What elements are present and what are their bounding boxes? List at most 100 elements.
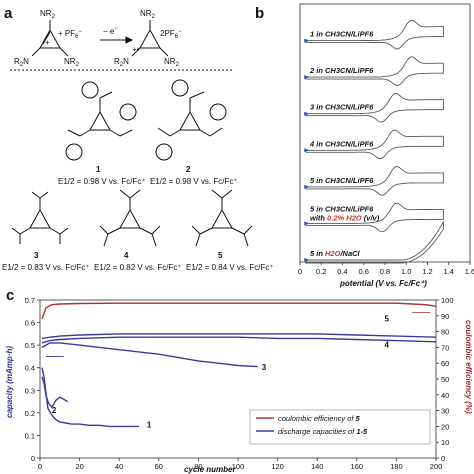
cv-trace-7 [305, 220, 444, 264]
cv-trace-5 [305, 166, 444, 196]
product-left-group: R2N [114, 57, 129, 68]
cv-trace-label-text: /NaCl [339, 249, 360, 258]
reactant-ring [39, 28, 61, 49]
compound-2-phenyl [171, 79, 189, 97]
cycling-curve-label-4: 4 [385, 340, 390, 349]
cycling-right-tick-label: 80 [441, 328, 449, 337]
cycling-series-capacity-1 [41, 367, 139, 428]
cycling-right-tick-label: 10 [441, 438, 449, 447]
compound-2-ring [179, 110, 201, 131]
cycling-x-tick-label: 160 [351, 462, 364, 471]
cv-x-tick-label: 1.6 [465, 267, 474, 276]
cycling-right-tick-label: 30 [441, 407, 449, 416]
radical-charge: +• [132, 45, 140, 54]
cycling-x-tick-label: 140 [311, 462, 324, 471]
cycling-x-tick-label: 60 [155, 462, 163, 471]
cycling-curve-label-3: 3 [262, 363, 267, 372]
compound-1-phenyl [81, 81, 99, 99]
cv-trace-label-7: 5 in H2O/NaCl [310, 249, 361, 258]
compound-2-number: 2 [186, 165, 191, 174]
product-right-group: NR2 [164, 57, 180, 68]
cv-x-tick-label: 0.8 [380, 267, 390, 276]
cv-trace-label-5: 5 in CH3CN/LiPF6 [310, 176, 374, 185]
cycling-x-tick-label: 0 [38, 462, 42, 471]
cv-trace-label-text: with [310, 213, 327, 222]
cv-trace-6 [305, 202, 444, 233]
cv-plot: 0 0.2 0.4 0.6 0.8 1.0 1.2 1.4 1.6 1 in CH3CN/LiP… [298, 3, 474, 276]
cv-trace-label-text: (v/v) [362, 213, 380, 222]
cycling-right-tick-label: 40 [441, 391, 449, 400]
cv-trace-label-line2: with 0.2% H2O (v/v) [310, 213, 380, 222]
cycling-plot: 0 20 40 60 80 100 120 140 160 180 20000.10.20.30.4… [25, 296, 454, 471]
cycling-left-tick-label: 0.1 [25, 431, 35, 440]
cycling-right-tick-label: 20 [441, 422, 449, 431]
cycling-legend: coulombic efficiency of 5 discharge capac… [249, 409, 431, 445]
cycling-x-tick-label: 20 [75, 462, 83, 471]
compound-5-ring [211, 208, 233, 229]
compound-4-number: 4 [124, 251, 129, 260]
compound-3-number: 3 [34, 251, 39, 260]
reactant-charge: + [45, 38, 50, 47]
cycling-left-tick-label: 0 [31, 454, 35, 463]
reaction-scheme [10, 20, 232, 71]
cycling-right-tick-label: 0 [441, 454, 445, 463]
cv-trace-4 [305, 129, 444, 159]
cycling-left-tick-label: 0.5 [25, 341, 35, 350]
cycling-right-axis-label: coulombic efficiency (%) [464, 320, 473, 414]
cycling-right-tick-label: 60 [441, 359, 449, 368]
legend-box [249, 409, 431, 445]
cycling-left-tick-label: 0.7 [25, 296, 35, 305]
cv-start-arrow-2 [304, 75, 310, 80]
cv-trace-label-3: 3 in CH3CN/LiPF6 [310, 103, 374, 112]
cv-trace-label-4: 4 in CH3CN/LiPF6 [309, 139, 374, 148]
compound-1-number: 1 [96, 165, 101, 174]
product-top-group: NR2 [140, 9, 156, 20]
cycling-left-tick-label: 0.3 [25, 386, 35, 395]
cycling-curve-label-2: 2 [52, 406, 57, 415]
compound-1-ring [89, 110, 111, 131]
cv-trace-2 [305, 56, 444, 87]
cv-x-tick-label: 0.2 [316, 267, 326, 276]
cv-start-arrow-1 [304, 38, 310, 43]
cycling-right-tick-label: 50 [441, 375, 449, 384]
cycling-x-tick-label: 200 [430, 462, 443, 471]
legend-entry-2: discharge capacities of 1-5 [278, 427, 368, 436]
structures-bottom-row [11, 189, 253, 247]
compound-3-ring [29, 208, 51, 229]
reactant-counter-ion: + PF6− [58, 29, 82, 40]
cycling-curve-label-5: 5 [385, 314, 390, 323]
cv-trace-1 [305, 19, 444, 50]
cycling-x-axis-label: cycle number [184, 465, 236, 474]
cycling-left-tick-label: 0.2 [25, 409, 35, 418]
cv-start-arrow-3 [304, 111, 310, 116]
cycling-series-capacity-4 [41, 336, 437, 344]
cv-x-axis-label: potential (V vs. Fc/Fc⁺) [339, 279, 427, 288]
cycling-series-capacity-2 [41, 376, 69, 409]
legend-entry-bold: 1-5 [356, 427, 368, 436]
legend-entry-text: coulombic efficiency of [278, 414, 356, 423]
cv-start-arrow-5 [304, 184, 310, 189]
cv-trace-label-6: 5 in CH3CN/LiPF6 [310, 204, 374, 213]
cycling-left-axis-label: capacity (mAmp·h) [5, 346, 14, 418]
legend-entry-text: discharge capacities of [278, 427, 356, 436]
compound-5-potential: E1/2 = 0.84 V vs. Fc/Fc⁺ [186, 263, 274, 272]
panel-a-label: a [4, 5, 13, 22]
panel-c-label: c [6, 287, 14, 304]
cycling-right-tick-label: 100 [441, 296, 454, 305]
product-counter-ion: 2PF6− [160, 29, 182, 40]
compound-4-potential: E1/2 = 0.82 V vs. Fc/Fc⁺ [94, 263, 182, 272]
cycling-series-capacity-5 [41, 333, 437, 340]
product-ring [139, 28, 161, 49]
cv-x-tick-label: 1.4 [444, 267, 454, 276]
cycling-series-capacity-3 [41, 342, 258, 368]
cycling-x-tick-label: 80 [194, 462, 202, 471]
cycling-right-tick-label: 90 [441, 312, 449, 321]
cv-x-tick-label: 0.4 [337, 267, 347, 276]
cv-trace-label-text: 5 in [310, 249, 325, 258]
reactant-top-group: NR2 [40, 9, 56, 20]
legend-entry-1: coulombic efficiency of 5 [278, 414, 361, 423]
reactant-left-group: R2N [14, 57, 29, 68]
oxidation-label: − e− [103, 26, 118, 36]
cv-x-tick-label: 0.6 [359, 267, 369, 276]
